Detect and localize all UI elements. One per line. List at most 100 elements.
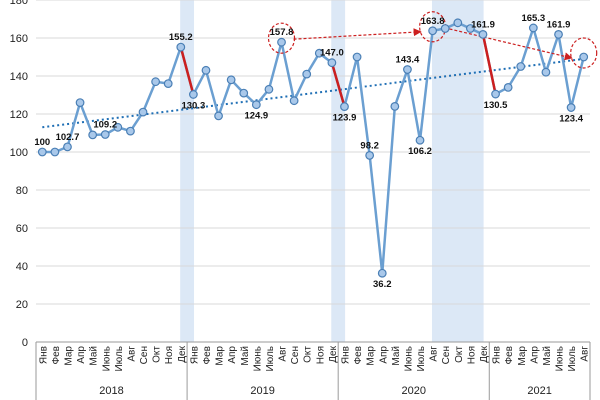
data-label-26: 98.2	[360, 140, 379, 151]
x-tick-label-8: Сен	[139, 346, 150, 364]
data-label-42: 123.4	[559, 114, 583, 125]
x-tick-label-15: Апр	[227, 346, 238, 364]
data-label-0: 100	[34, 137, 50, 148]
series-line	[42, 21, 585, 275]
data-point-20	[289, 96, 299, 106]
data-point-32	[440, 24, 450, 33]
x-tick-label-29: Июнь	[403, 346, 414, 371]
x-tick-label-24: Янв	[340, 346, 351, 364]
data-point-30	[415, 135, 425, 145]
data-point-35	[478, 29, 488, 39]
data-point-29	[403, 65, 412, 74]
data-label-31: 163.8	[421, 16, 445, 27]
data-label-30: 106.2	[408, 146, 432, 157]
x-tick-label-25: Фев	[353, 346, 364, 364]
x-tick-label-7: Авг	[126, 346, 137, 362]
x-tick-label-40: Май	[542, 346, 553, 366]
data-point-8	[138, 107, 148, 117]
peak-arrows	[293, 27, 573, 61]
shaded-period-2	[431, 0, 484, 342]
year-label-2018: 2018	[99, 385, 123, 397]
data-point-1	[50, 147, 60, 157]
data-label-36: 130.5	[484, 100, 508, 111]
peak-circle-19	[267, 22, 296, 54]
x-tick-label-14: Мар	[215, 346, 226, 366]
drop-segment-2	[481, 34, 497, 95]
data-point-16	[239, 88, 249, 98]
data-label-39: 165.3	[521, 13, 545, 24]
data-label-23: 147.0	[320, 48, 344, 59]
x-tick-label-30: Июль	[416, 346, 427, 372]
data-point-17	[251, 100, 261, 110]
data-point-12	[188, 90, 198, 99]
x-tick-label-28: Май	[391, 346, 402, 366]
data-point-0	[37, 147, 47, 157]
x-tick-label-21: Окт	[303, 346, 314, 363]
x-tick-label-0: Янв	[38, 346, 49, 364]
y-tick-label-60: 60	[16, 223, 28, 235]
drop-segment-0	[179, 46, 195, 95]
x-tick-label-37: Фев	[504, 346, 515, 364]
y-tick-label-80: 80	[16, 185, 28, 197]
data-point-19	[277, 37, 286, 47]
x-tick-label-42: Июль	[567, 346, 578, 372]
data-point-4	[88, 130, 98, 140]
series-polyline	[42, 21, 585, 275]
data-point-36	[491, 89, 500, 99]
peak-arrow-1	[444, 27, 573, 61]
data-point-14	[214, 111, 223, 121]
data-point-9	[151, 77, 161, 87]
year-label-2019: 2019	[250, 385, 274, 397]
data-label-24: 123.9	[333, 113, 357, 124]
trendline-dotted	[42, 57, 584, 129]
data-label-12: 130.3	[181, 100, 205, 111]
x-tick-label-18: Июль	[265, 346, 276, 372]
data-point-23	[327, 58, 337, 68]
y-axis-tick-labels: 0 20 40 60 80 100 120 140 160 180	[10, 0, 28, 349]
data-point-43	[579, 52, 589, 62]
y-tick-label-160: 160	[10, 33, 28, 45]
x-tick-label-41: Июнь	[555, 346, 566, 371]
data-label-35: 161.9	[471, 19, 495, 30]
data-label-11: 155.2	[169, 32, 193, 43]
data-point-42	[566, 103, 576, 112]
y-tick-label-180: 180	[10, 0, 28, 7]
y-tick-label-0: 0	[22, 337, 28, 349]
data-point-28	[390, 101, 400, 111]
data-label-2: 102.7	[56, 132, 80, 143]
x-tick-label-5: Июнь	[101, 346, 112, 371]
data-point-7	[126, 126, 135, 136]
y-tick-label-40: 40	[16, 261, 28, 273]
shaded-period-1	[331, 0, 346, 342]
gridlines	[36, 0, 590, 305]
data-point-10	[163, 79, 173, 88]
x-tick-label-39: Апр	[529, 346, 540, 364]
x-tick-label-31: Авг	[429, 346, 440, 362]
data-point-5	[100, 130, 110, 139]
peak-arrow-0	[293, 28, 422, 40]
data-point-37	[503, 82, 513, 92]
y-tick-label-20: 20	[16, 299, 28, 311]
y-tick-label-120: 120	[10, 109, 28, 121]
data-label-19: 157.8	[270, 27, 294, 38]
data-point-41	[554, 29, 563, 39]
x-tick-label-23: Дек	[328, 345, 339, 362]
x-tick-label-13: Фев	[202, 346, 213, 364]
x-tick-label-22: Ноя	[315, 346, 326, 364]
x-tick-label-3: Апр	[76, 346, 87, 364]
x-tick-label-16: Май	[240, 346, 251, 366]
x-tick-label-17: Июнь	[252, 346, 263, 371]
x-tick-label-20: Сен	[290, 346, 301, 364]
x-axis-month-labels: Янв Фев Мар Апр Май Июнь Июль Авг Сен Окт Ноя Дек Ян…	[38, 345, 590, 371]
data-point-15	[226, 75, 236, 85]
data-label-17: 124.9	[244, 111, 268, 122]
x-tick-label-1: Фев	[51, 346, 62, 364]
x-tick-label-33: Окт	[454, 346, 465, 363]
data-point-11	[176, 42, 186, 52]
drop-segment-1	[330, 62, 346, 107]
x-tick-label-26: Мар	[366, 346, 377, 366]
data-point-18	[264, 84, 274, 94]
data-points	[37, 18, 589, 278]
x-axis-year-labels: 2018 2019 2020 2021	[35, 342, 591, 400]
